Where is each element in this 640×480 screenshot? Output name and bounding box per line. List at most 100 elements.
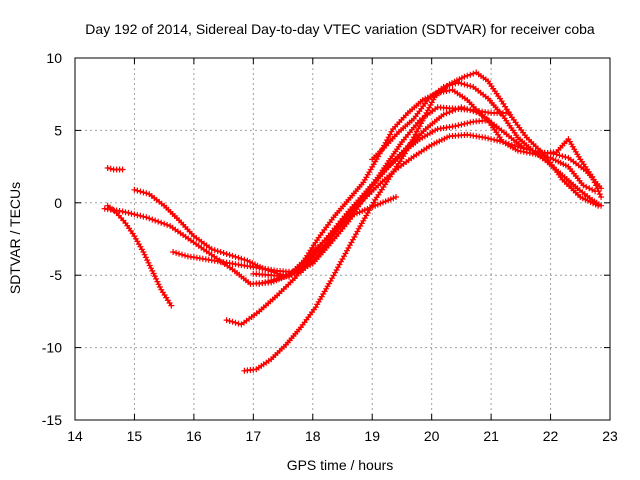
- data-point: [265, 278, 272, 285]
- data-point: [494, 137, 501, 144]
- data-point: [556, 152, 563, 159]
- data-point: [520, 145, 527, 152]
- data-point: [226, 318, 233, 324]
- data-point: [419, 117, 426, 124]
- data-point: [449, 81, 456, 88]
- data-point: [238, 255, 245, 262]
- data-point: [137, 188, 144, 195]
- data-point: [232, 253, 239, 260]
- data-point: [229, 318, 236, 325]
- data-point: [458, 121, 465, 128]
- data-point: [235, 254, 242, 261]
- data-point: [155, 281, 162, 288]
- y-tick-label: 10: [46, 50, 62, 66]
- data-point: [485, 135, 492, 142]
- data-point: [488, 136, 495, 143]
- y-tick-label: -15: [42, 412, 62, 428]
- data-point: [143, 214, 150, 221]
- data-point: [125, 209, 132, 216]
- data-point: [424, 107, 431, 114]
- x-axis-label: GPS time / hours: [287, 457, 394, 473]
- y-tick-label: 0: [54, 195, 62, 211]
- x-tick-label: 14: [67, 428, 83, 444]
- data-point: [598, 194, 605, 200]
- x-tick-label: 16: [186, 428, 202, 444]
- data-point: [505, 140, 512, 147]
- data-point: [277, 274, 284, 281]
- data-point: [217, 249, 224, 255]
- data-point: [467, 83, 474, 90]
- data-point: [153, 275, 160, 282]
- data-point: [259, 280, 266, 286]
- data-point: [579, 195, 586, 202]
- data-point: [440, 84, 447, 90]
- data-point: [416, 123, 423, 130]
- data-point: [119, 166, 126, 173]
- data-point: [140, 213, 147, 220]
- data-point: [149, 216, 156, 223]
- data-point: [173, 249, 180, 256]
- plot-frame: [74, 57, 611, 421]
- data-point: [208, 246, 215, 253]
- y-tick-label: -10: [42, 340, 62, 356]
- data-point: [140, 249, 147, 255]
- data-point: [482, 134, 489, 141]
- data-point: [168, 302, 175, 309]
- data-point: [596, 191, 603, 198]
- data-point: [598, 185, 605, 192]
- data-point: [220, 250, 227, 256]
- series-arc-7: [241, 69, 602, 374]
- data-point: [452, 123, 459, 130]
- x-tick-label: 18: [305, 428, 321, 444]
- data-point: [452, 80, 459, 87]
- data-point: [182, 252, 188, 259]
- series-arc-1: [104, 165, 126, 173]
- series-arc-8: [250, 131, 605, 280]
- data-point: [131, 186, 138, 193]
- data-point: [142, 254, 149, 261]
- data-point: [503, 139, 509, 146]
- data-point: [443, 110, 450, 117]
- data-point: [464, 72, 471, 79]
- data-point: [497, 138, 503, 145]
- data-point: [550, 156, 557, 163]
- data-point: [134, 212, 141, 219]
- x-tick-label: 23: [602, 428, 618, 444]
- data-point: [461, 81, 468, 88]
- data-point: [223, 317, 230, 324]
- data-point: [214, 248, 221, 255]
- data-point: [562, 154, 569, 160]
- data-point: [461, 73, 468, 80]
- data-point: [150, 270, 157, 277]
- data-point: [143, 190, 150, 197]
- data-point: [145, 259, 152, 266]
- data-point: [592, 188, 599, 195]
- data-point: [154, 278, 161, 285]
- data-point: [464, 82, 471, 89]
- data-point: [511, 142, 518, 149]
- data-point: [280, 273, 287, 280]
- data-point: [464, 120, 471, 127]
- data-point: [550, 150, 557, 157]
- data-point: [226, 251, 233, 258]
- data-point: [598, 202, 605, 209]
- data-point: [232, 319, 239, 326]
- data-point: [458, 80, 465, 87]
- data-point: [223, 251, 230, 257]
- x-tick-label: 22: [543, 428, 559, 444]
- data-point: [179, 251, 185, 258]
- y-tick-label: 5: [54, 122, 62, 138]
- data-point: [158, 219, 165, 226]
- x-tick-label: 15: [127, 428, 143, 444]
- data-point: [514, 143, 521, 150]
- data-point: [144, 257, 151, 264]
- data-layer: [101, 69, 605, 374]
- data-point: [155, 218, 162, 225]
- data-point: [140, 189, 147, 196]
- data-point: [268, 277, 275, 284]
- data-point: [235, 320, 242, 327]
- data-point: [470, 70, 477, 77]
- data-point: [393, 194, 399, 200]
- data-point: [156, 284, 163, 290]
